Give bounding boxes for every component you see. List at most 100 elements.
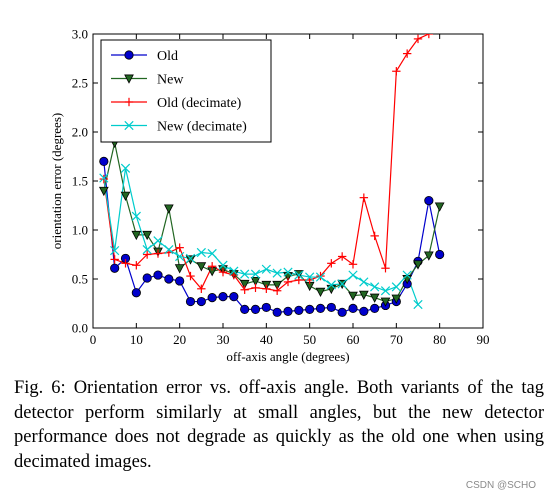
data-point bbox=[359, 277, 369, 287]
data-point bbox=[207, 262, 217, 271]
data-point bbox=[239, 279, 250, 290]
marker-shape bbox=[402, 270, 412, 280]
data-point bbox=[413, 299, 423, 310]
marker-shape bbox=[413, 299, 423, 310]
data-point bbox=[207, 293, 217, 303]
figure-caption: Fig. 6: Orientation error vs. off-axis a… bbox=[14, 378, 544, 472]
data-point bbox=[250, 276, 261, 287]
marker-shape bbox=[175, 276, 185, 286]
x-tick-label: 40 bbox=[260, 332, 273, 347]
data-point bbox=[153, 236, 163, 246]
series-markers-1 bbox=[98, 138, 445, 307]
x-axis-label: off-axis angle (degrees) bbox=[226, 349, 349, 364]
watermark: CSDN @SCHO bbox=[465, 480, 536, 491]
legend-item: New (decimate) bbox=[111, 120, 247, 135]
series-markers-2 bbox=[99, 34, 434, 295]
legend-label: Old (decimate) bbox=[157, 96, 242, 111]
marker-shape bbox=[370, 282, 380, 292]
marker-shape bbox=[391, 282, 401, 292]
marker-shape bbox=[272, 268, 282, 278]
marker-shape bbox=[218, 292, 228, 302]
y-tick-label: 2.0 bbox=[72, 125, 88, 140]
x-tick-label: 50 bbox=[303, 332, 316, 347]
data-point bbox=[337, 307, 347, 317]
data-point bbox=[272, 268, 282, 278]
legend-swatch-marker bbox=[124, 50, 134, 60]
data-point bbox=[337, 279, 347, 289]
marker-shape bbox=[337, 279, 347, 289]
marker-shape bbox=[261, 302, 271, 313]
marker-shape bbox=[413, 260, 423, 270]
y-tick-label: 0.0 bbox=[72, 321, 88, 336]
data-point bbox=[392, 67, 401, 76]
marker-shape bbox=[424, 196, 434, 206]
marker-shape bbox=[239, 279, 250, 290]
marker-shape bbox=[229, 266, 239, 276]
legend-label: Old bbox=[157, 49, 178, 64]
data-point bbox=[380, 297, 391, 307]
marker-shape bbox=[283, 267, 293, 277]
data-point bbox=[423, 251, 434, 261]
legend-item: Old (decimate) bbox=[111, 96, 242, 111]
marker-shape bbox=[315, 287, 326, 298]
data-point bbox=[175, 243, 184, 252]
data-point bbox=[359, 306, 369, 316]
y-tick-label: 1.5 bbox=[72, 174, 88, 189]
legend-item: Old bbox=[111, 49, 178, 64]
marker-shape bbox=[174, 264, 185, 274]
chart-area: 0 10 20 30 40 50 60 70 80 90 0.0 0.5 1.0 1.5 2.0 2.5 3.0… bbox=[49, 27, 490, 365]
data-point bbox=[120, 163, 131, 173]
marker-shape bbox=[229, 292, 239, 302]
marker-shape bbox=[131, 230, 142, 241]
marker-shape bbox=[337, 307, 347, 317]
series-markers-3 bbox=[99, 163, 423, 310]
marker-shape bbox=[110, 263, 120, 273]
marker-shape bbox=[131, 288, 141, 298]
data-point bbox=[391, 294, 402, 304]
marker-shape bbox=[185, 255, 196, 265]
data-point bbox=[218, 292, 228, 302]
marker-shape bbox=[196, 247, 206, 258]
marker-shape bbox=[142, 244, 152, 255]
x-tick-label: 90 bbox=[477, 332, 490, 347]
marker-shape bbox=[142, 230, 153, 241]
marker-shape bbox=[120, 191, 131, 201]
data-point bbox=[402, 49, 412, 58]
data-point bbox=[175, 251, 185, 262]
data-point bbox=[240, 269, 250, 279]
data-point bbox=[283, 267, 293, 277]
marker-shape bbox=[272, 307, 282, 317]
data-point bbox=[185, 296, 196, 307]
marker-shape bbox=[359, 277, 369, 287]
marker-shape bbox=[250, 269, 261, 279]
data-point bbox=[207, 248, 217, 259]
data-point bbox=[358, 290, 369, 300]
marker-shape bbox=[153, 236, 163, 246]
series-markers-0 bbox=[99, 156, 445, 317]
data-point bbox=[348, 260, 358, 269]
y-tick-label: 2.5 bbox=[72, 76, 88, 91]
data-point bbox=[337, 252, 347, 261]
data-point bbox=[348, 291, 358, 301]
data-point bbox=[326, 280, 336, 290]
data-point bbox=[391, 282, 401, 292]
data-point bbox=[229, 270, 239, 280]
x-tick-label: 80 bbox=[433, 332, 446, 347]
data-point bbox=[131, 288, 141, 298]
data-point bbox=[424, 196, 434, 206]
data-point bbox=[315, 272, 326, 282]
data-point bbox=[98, 186, 109, 197]
marker-shape bbox=[294, 270, 304, 280]
marker-shape bbox=[99, 156, 109, 166]
marker-shape bbox=[326, 280, 336, 290]
marker-shape bbox=[218, 260, 228, 270]
data-point bbox=[99, 156, 109, 166]
marker-shape bbox=[250, 304, 261, 314]
data-point bbox=[370, 231, 379, 241]
marker-shape bbox=[391, 294, 402, 304]
marker-shape bbox=[348, 303, 358, 313]
data-point bbox=[369, 293, 380, 303]
data-point bbox=[315, 303, 326, 313]
data-point bbox=[250, 304, 261, 314]
marker-shape bbox=[207, 248, 217, 259]
